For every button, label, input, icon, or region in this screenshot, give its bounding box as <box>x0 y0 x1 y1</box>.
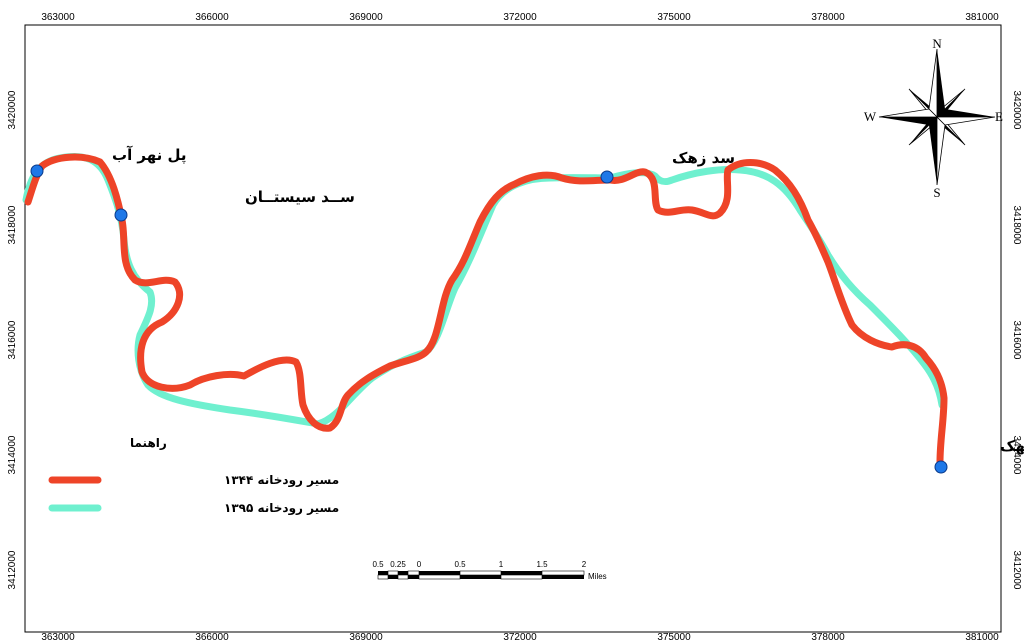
compass-n: N <box>932 36 942 51</box>
x-tick-label: 378000 <box>811 632 845 642</box>
scale-label: 1 <box>499 560 504 569</box>
map-frame <box>24 24 1002 633</box>
x-tick-label: 366000 <box>195 632 229 642</box>
x-tick-label: 363000 <box>41 12 75 23</box>
scale-label: 0.25 <box>390 560 406 569</box>
y-tick-label: 3420000 <box>7 90 18 129</box>
legend: راهنما مسیر رودخانه ۱۳۴۴ مسیر رودخانه ۱۳… <box>48 436 339 516</box>
point-pol-kahak[interactable] <box>934 460 948 474</box>
point-sad-zahak[interactable] <box>600 170 614 184</box>
x-tick-label: 372000 <box>503 12 537 23</box>
label-sad-sistan: ســد سیستــان <box>245 188 355 206</box>
y-tick-label: 3420000 <box>1011 91 1022 130</box>
label-pol-nahr-ab: پل نهر آب <box>112 146 187 165</box>
y-tick-label: 3416000 <box>1011 321 1022 360</box>
x-tick-label: 375000 <box>657 12 691 23</box>
x-tick-label: 381000 <box>965 632 999 642</box>
label-pol-kahak: پل کهک <box>1000 437 1024 456</box>
y-tick-label: 3414000 <box>1011 436 1022 475</box>
river-path-1344 <box>24 153 948 466</box>
y-tick-label: 3412000 <box>7 550 18 589</box>
y-tick-label: 3412000 <box>1011 551 1022 590</box>
x-tick-label: 369000 <box>349 12 383 23</box>
legend-label-1344: مسیر رودخانه ۱۳۴۴ <box>224 473 339 488</box>
x-axis-bottom: 363000 366000 369000 372000 375000 37800… <box>41 632 999 642</box>
compass-rose: N S E W <box>864 36 1003 200</box>
x-tick-label: 375000 <box>657 632 691 642</box>
legend-label-1395: مسیر رودخانه ۱۳۹۵ <box>224 501 339 516</box>
scale-label: 0.5 <box>372 560 384 569</box>
scale-bar: 0.5 0.25 0 0.5 1 1.5 2 Miles <box>372 560 606 581</box>
y-tick-label: 3416000 <box>7 320 18 359</box>
scale-label: 1.5 <box>536 560 548 569</box>
y-tick-label: 3418000 <box>7 205 18 244</box>
y-axis-left: 3420000 3418000 3416000 3414000 3412000 <box>7 90 18 589</box>
compass-w: W <box>864 109 877 124</box>
y-tick-label: 3414000 <box>7 435 18 474</box>
scale-label: 0.5 <box>454 560 466 569</box>
x-tick-label: 366000 <box>195 12 229 23</box>
scale-label: 2 <box>582 560 587 569</box>
x-tick-label: 363000 <box>41 632 75 642</box>
legend-title: راهنما <box>130 436 167 450</box>
x-tick-label: 369000 <box>349 632 383 642</box>
scale-label: 0 <box>417 560 422 569</box>
location-points <box>30 164 948 474</box>
label-sad-zahak: سد زهک <box>672 149 735 167</box>
y-tick-label: 3418000 <box>1011 206 1022 245</box>
x-tick-label: 381000 <box>965 12 999 23</box>
point-pol-nahr-ab[interactable] <box>30 164 44 178</box>
y-axis-right: 3420000 3418000 3416000 3414000 3412000 <box>1011 91 1022 590</box>
x-tick-label: 378000 <box>811 12 845 23</box>
compass-e: E <box>995 109 1003 124</box>
x-tick-label: 372000 <box>503 632 537 642</box>
scale-unit: Miles <box>588 572 607 581</box>
x-axis-top: 363000 366000 369000 372000 375000 37800… <box>41 12 999 23</box>
point-sad-sistan[interactable] <box>114 208 128 222</box>
compass-s: S <box>933 185 940 200</box>
